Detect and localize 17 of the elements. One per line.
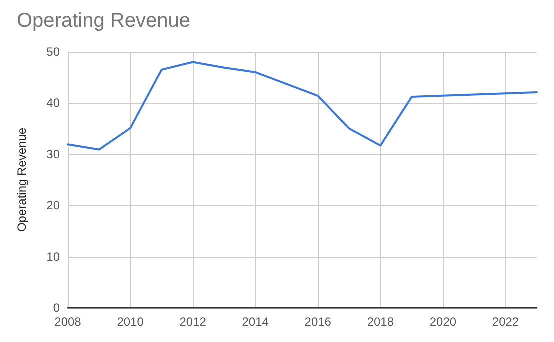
line-series xyxy=(67,61,538,151)
y-tick-label: 50 xyxy=(46,45,60,59)
y-tick-label: 0 xyxy=(53,301,60,315)
y-tick-label: 30 xyxy=(46,147,60,162)
y-axis-title: Operating Revenue xyxy=(15,128,29,232)
x-tick-label: 2012 xyxy=(180,315,207,329)
x-tick-label: 2022 xyxy=(492,315,520,329)
x-tick-label: 2018 xyxy=(367,315,394,329)
chart-title: Operating Revenue xyxy=(17,10,190,32)
y-tick-label: 10 xyxy=(46,250,60,264)
x-tick-label: 2016 xyxy=(304,315,332,329)
y-tick-label: 20 xyxy=(46,198,60,213)
x-tick-label: 2020 xyxy=(430,315,457,329)
x-tick-label: 2010 xyxy=(117,315,144,329)
x-tick-label: 2008 xyxy=(54,315,82,329)
y-tick-label: 40 xyxy=(46,96,60,110)
x-tick-label: 2014 xyxy=(242,315,270,329)
